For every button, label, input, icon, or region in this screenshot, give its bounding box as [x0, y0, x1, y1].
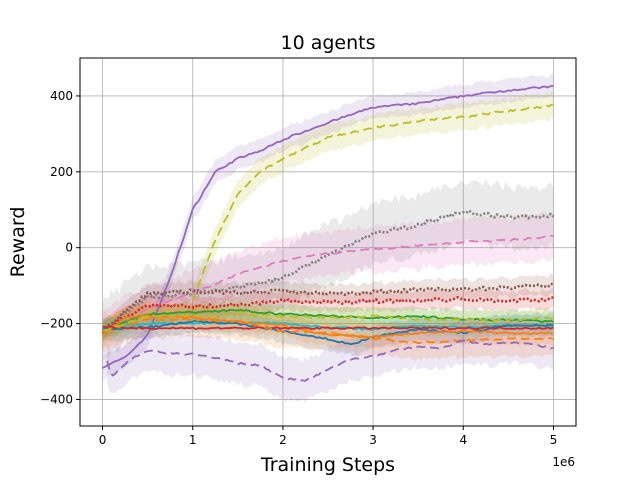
- x-tick-label: 1: [189, 433, 197, 447]
- series-band-6: [102, 299, 554, 340]
- series-line-9: [101, 314, 554, 339]
- y-tick-label: 200: [50, 165, 73, 179]
- series-line-11: [102, 317, 554, 345]
- y-tick-label: 400: [50, 89, 73, 103]
- series-line-4: [101, 282, 554, 333]
- series-line-13: [106, 339, 554, 382]
- x-tick-label: 5: [550, 433, 558, 447]
- chart-title: 10 agents: [281, 32, 376, 54]
- series-band-5: [102, 287, 554, 342]
- axis-ticks: 0 1 2 3 4 5 −400 −200 0 200 400: [40, 89, 557, 447]
- x-tick-label: 0: [99, 433, 107, 447]
- y-tick-label: −200: [40, 317, 73, 331]
- y-axis-label: Reward: [7, 207, 29, 278]
- y-tick-label: 0: [65, 241, 73, 255]
- series-band-13: [107, 319, 554, 404]
- series-line-0: [102, 84, 554, 369]
- series-band-3: [102, 211, 554, 353]
- series-line-3: [102, 234, 554, 333]
- series-line-10: [102, 325, 554, 331]
- series-band-0: [102, 73, 554, 381]
- series-band-1: [192, 90, 554, 315]
- plot-frame: [79, 57, 577, 427]
- x-tick-label: 2: [279, 433, 287, 447]
- x-tick-label: 4: [459, 433, 467, 447]
- series-band-12: [102, 303, 554, 343]
- y-tick-label: −400: [40, 392, 73, 406]
- series-lines: [101, 84, 555, 382]
- series-line-5: [101, 295, 554, 334]
- x-tick-label: 3: [369, 433, 377, 447]
- series-line-6: [102, 308, 554, 330]
- x-axis-label: Training Steps: [260, 454, 395, 476]
- series-line-8: [102, 319, 554, 346]
- x-axis-offset-text: 1e6: [552, 455, 575, 469]
